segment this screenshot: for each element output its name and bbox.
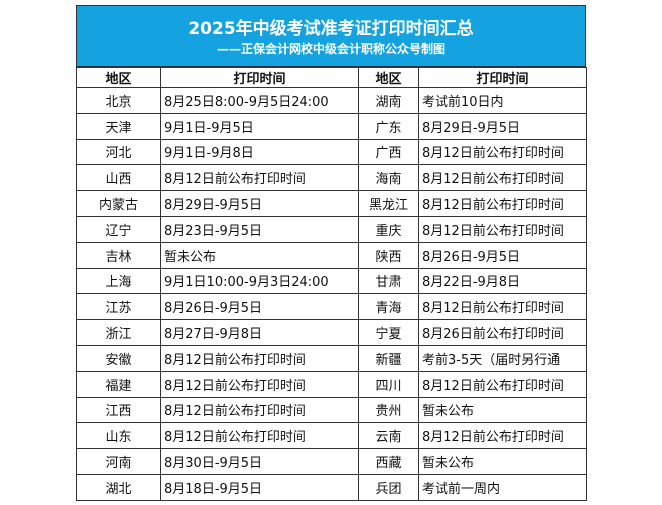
table-row: 河南 8月30日-9月5日 西藏 暂未公布 [76,448,587,475]
region-cell: 云南 [358,422,419,450]
region-cell: 河北 [76,138,161,166]
banner: 2025年中级考试准考证打印时间汇总 ——正保会计网校中级会计职称公众号制图 [76,5,586,67]
column-header: 地区 [76,67,161,88]
table-row: 山东 8月12日前公布打印时间 云南 8月12日前公布打印时间 [76,422,587,450]
table-row: 天津 9月1日-9月5日 广东 8月29日-9月5日 [76,112,587,140]
region-cell: 安徽 [76,344,161,372]
table-row: 江苏 8月26日-9月5日 青海 8月12日前公布打印时间 [76,293,587,321]
table-row: 辽宁 8月23日-9月5日 重庆 8月12日前公布打印时间 [76,215,587,243]
region-cell: 陕西 [358,241,419,269]
time-cell: 8月12日前公布打印时间 [418,422,587,450]
time-cell: 8月23日-9月5日 [160,215,359,243]
time-cell: 8月22日-9月8日 [418,267,587,295]
title: 2025年中级考试准考证打印时间汇总 [188,19,474,39]
time-cell: 8月12日前公布打印时间 [160,396,359,424]
table-row: 北京 8月25日8:00-9月5日24:00 湖南 考试前10日内 [76,87,587,114]
region-cell: 浙江 [76,319,161,346]
region-cell: 甘肃 [358,267,419,295]
document: 2025年中级考试准考证打印时间汇总 ——正保会计网校中级会计职称公众号制图 地… [76,5,587,501]
column-header: 打印时间 [160,67,359,88]
time-cell: 8月29日-9月5日 [418,112,587,140]
region-cell: 四川 [358,370,419,398]
region-cell: 宁夏 [358,319,419,346]
table-row: 吉林 暂未公布 陕西 8月26日-9月5日 [76,241,587,269]
table-row: 浙江 8月27日-9月8日 宁夏 8月26日前公布打印时间 [76,319,587,346]
region-cell: 重庆 [358,215,419,243]
table-row: 上海 9月1日10:00-9月3日24:00 甘肃 8月22日-9月8日 [76,267,587,295]
time-cell: 9月1日10:00-9月3日24:00 [160,267,359,295]
region-cell: 福建 [76,370,161,398]
region-cell: 黑龙江 [358,190,419,217]
time-cell: 8月12日前公布打印时间 [160,422,359,450]
table: 地区 打印时间 地区 打印时间 北京 8月25日8:00-9月5日24:00 湖南 考试前1… [76,67,587,501]
time-cell: 8月12日前公布打印时间 [418,164,587,192]
column-header: 打印时间 [418,67,587,88]
time-cell: 8月12日前公布打印时间 [418,370,587,398]
table-row: 湖北 8月18日-9月5日 兵团 考试前一周内 [76,473,587,501]
time-cell: 8月12日前公布打印时间 [160,164,359,192]
time-cell: 暂未公布 [418,396,587,424]
region-cell: 广西 [358,138,419,166]
region-cell: 湖北 [76,473,161,501]
time-cell: 8月27日-9月8日 [160,319,359,346]
region-cell: 青海 [358,293,419,321]
region-cell: 山东 [76,422,161,450]
time-cell: 8月30日-9月5日 [160,448,359,475]
region-cell: 吉林 [76,241,161,269]
table-body: 北京 8月25日8:00-9月5日24:00 湖南 考试前10日内 天津 9月1日-9月5… [76,87,587,501]
time-cell: 考试前一周内 [418,473,587,501]
time-cell: 9月1日-9月8日 [160,138,359,166]
time-cell: 8月12日前公布打印时间 [160,370,359,398]
time-cell: 8月29日-9月5日 [160,190,359,217]
region-cell: 北京 [76,87,161,114]
time-cell: 9月1日-9月5日 [160,112,359,140]
time-cell: 8月26日-9月5日 [418,241,587,269]
time-cell: 8月26日前公布打印时间 [418,319,587,346]
time-cell: 8月18日-9月5日 [160,473,359,501]
table-row: 山西 8月12日前公布打印时间 海南 8月12日前公布打印时间 [76,164,587,192]
header-row: 地区 打印时间 地区 打印时间 [76,67,587,88]
table-row: 福建 8月12日前公布打印时间 四川 8月12日前公布打印时间 [76,370,587,398]
region-cell: 江西 [76,396,161,424]
time-cell: 8月26日-9月5日 [160,293,359,321]
region-cell: 新疆 [358,344,419,372]
region-cell: 贵州 [358,396,419,424]
region-cell: 河南 [76,448,161,475]
time-cell: 8月12日前公布打印时间 [418,190,587,217]
time-cell: 8月12日前公布打印时间 [418,215,587,243]
table-row: 安徽 8月12日前公布打印时间 新疆 考前3-5天（届时另行通 [76,344,587,372]
time-cell: 8月25日8:00-9月5日24:00 [160,87,359,114]
column-header: 地区 [358,67,419,88]
region-cell: 广东 [358,112,419,140]
region-cell: 内蒙古 [76,190,161,217]
region-cell: 上海 [76,267,161,295]
region-cell: 辽宁 [76,215,161,243]
time-cell: 暂未公布 [160,241,359,269]
region-cell: 西藏 [358,448,419,475]
table-row: 河北 9月1日-9月8日 广西 8月12日前公布打印时间 [76,138,587,166]
time-cell: 8月12日前公布打印时间 [418,138,587,166]
time-cell: 8月12日前公布打印时间 [418,293,587,321]
subtitle: ——正保会计网校中级会计职称公众号制图 [216,42,445,56]
table-row: 内蒙古 8月29日-9月5日 黑龙江 8月12日前公布打印时间 [76,190,587,217]
table-row: 江西 8月12日前公布打印时间 贵州 暂未公布 [76,396,587,424]
region-cell: 兵团 [358,473,419,501]
region-cell: 海南 [358,164,419,192]
region-cell: 山西 [76,164,161,192]
time-cell: 考试前10日内 [418,87,587,114]
region-cell: 湖南 [358,87,419,114]
region-cell: 江苏 [76,293,161,321]
region-cell: 天津 [76,112,161,140]
time-cell: 8月12日前公布打印时间 [160,344,359,372]
time-cell: 暂未公布 [418,448,587,475]
time-cell: 考前3-5天（届时另行通 [418,344,587,372]
